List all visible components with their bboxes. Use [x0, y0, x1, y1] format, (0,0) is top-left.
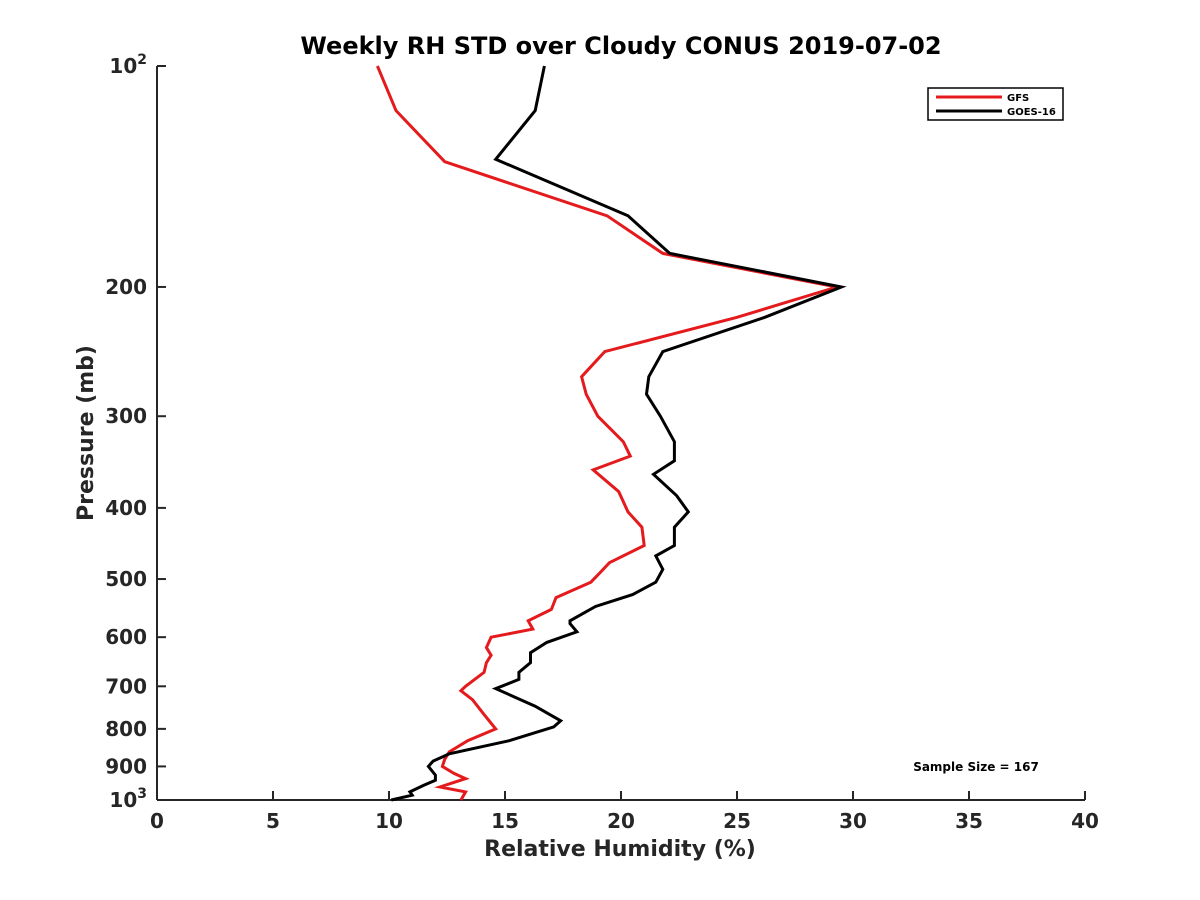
- legend-label-goes16: GOES-16: [1007, 107, 1056, 118]
- y-axis-label: Pressure (mb): [74, 345, 99, 521]
- y-tick-label: 900: [105, 754, 147, 778]
- sample-size-annotation: Sample Size = 167: [913, 760, 1039, 774]
- y-tick-label: 102: [109, 52, 147, 78]
- series-line-goes16: [390, 65, 847, 802]
- x-axis-label: Relative Humidity (%): [484, 837, 756, 862]
- y-tick-label: 500: [105, 567, 147, 591]
- chart-title: Weekly RH STD over Cloudy CONUS 2019-07-…: [300, 32, 941, 60]
- y-tick-label: 700: [105, 674, 147, 698]
- y-axis: 102 200 300 400 500 600 700 800 900 103: [105, 52, 166, 812]
- legend-label-gfs: GFS: [1007, 93, 1029, 104]
- x-tick-label: 5: [266, 809, 280, 833]
- series-line-gfs: [376, 65, 838, 801]
- series-layer: [376, 65, 847, 802]
- x-tick-label: 30: [839, 809, 867, 833]
- x-tick-label: 20: [607, 809, 635, 833]
- y-tick-label: 600: [105, 625, 147, 649]
- x-tick-label: 25: [723, 809, 751, 833]
- x-tick-label: 35: [955, 809, 983, 833]
- x-tick-label: 0: [150, 809, 164, 833]
- y-tick-label: 400: [105, 496, 147, 520]
- y-tick-label: 200: [105, 275, 147, 299]
- y-tick-label: 103: [109, 786, 147, 812]
- x-tick-label: 10: [375, 809, 403, 833]
- y-tick-label: 300: [105, 404, 147, 428]
- legend-box: [927, 87, 1064, 121]
- x-axis: 0 5 10 15 20 25 30 35 40: [150, 791, 1099, 833]
- x-tick-label: 15: [491, 809, 519, 833]
- x-tick-label: 40: [1071, 809, 1099, 833]
- legend: GFS GOES-16: [927, 87, 1064, 121]
- y-tick-label: 800: [105, 717, 147, 741]
